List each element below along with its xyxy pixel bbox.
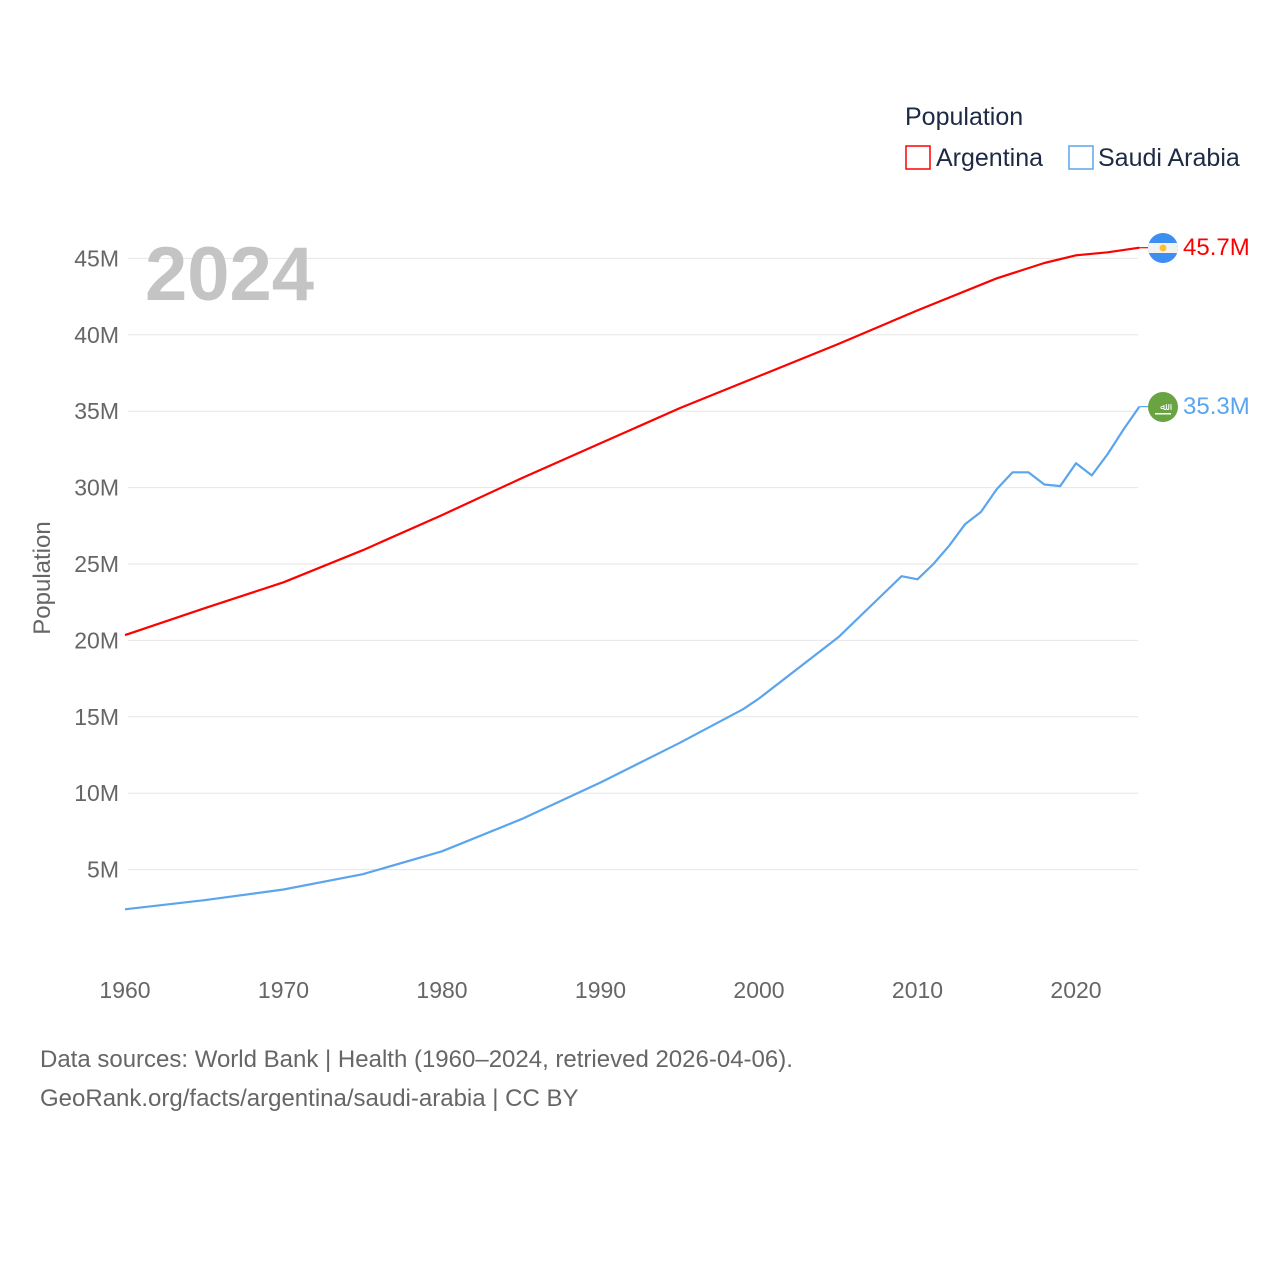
y-tick-label: 15M: [74, 704, 119, 730]
legend-swatch-saudi-arabia[interactable]: [1068, 145, 1094, 170]
x-tick-label: 2010: [892, 977, 943, 1003]
series-line-argentina[interactable]: [124, 246, 1140, 637]
y-tick-label: 10M: [74, 780, 119, 806]
saudi-arabia-flag-icon: ﷲ: [1148, 392, 1178, 422]
y-axis-label: Population: [29, 521, 56, 634]
legend-title: Population: [905, 103, 1023, 131]
legend-label-argentina[interactable]: Argentina: [936, 144, 1043, 172]
source-line: Data sources: World Bank | Health (1960–…: [40, 1046, 793, 1073]
y-tick-label: 40M: [74, 322, 119, 348]
legend: Population Argentina Saudi Arabia: [905, 103, 1240, 172]
y-tick-label: 5M: [87, 857, 119, 883]
year-watermark: 2024: [145, 232, 314, 317]
y-tick-label: 20M: [74, 627, 119, 653]
end-label-saudi-arabia: 35.3M: [1183, 393, 1250, 420]
y-tick-label: 45M: [74, 245, 119, 271]
x-tick-label: 1970: [258, 977, 309, 1003]
argentina-flag-icon: [1148, 233, 1178, 263]
y-tick-label: 30M: [74, 475, 119, 501]
x-tick-label: 1980: [416, 977, 467, 1003]
x-tick-label: 2000: [733, 977, 784, 1003]
x-tick-label: 2020: [1050, 977, 1101, 1003]
legend-swatch-argentina[interactable]: [905, 145, 931, 170]
x-tick-label: 1960: [99, 977, 150, 1003]
y-tick-label: 35M: [74, 398, 119, 424]
y-tick-label: 25M: [74, 551, 119, 577]
x-tick-label: 1990: [575, 977, 626, 1003]
legend-label-saudi-arabia[interactable]: Saudi Arabia: [1098, 144, 1240, 172]
series-line-saudi-arabia[interactable]: [124, 405, 1141, 911]
attribution-line[interactable]: GeoRank.org/facts/argentina/saudi-arabia…: [40, 1085, 579, 1112]
end-label-argentina: 45.7M: [1183, 234, 1250, 261]
